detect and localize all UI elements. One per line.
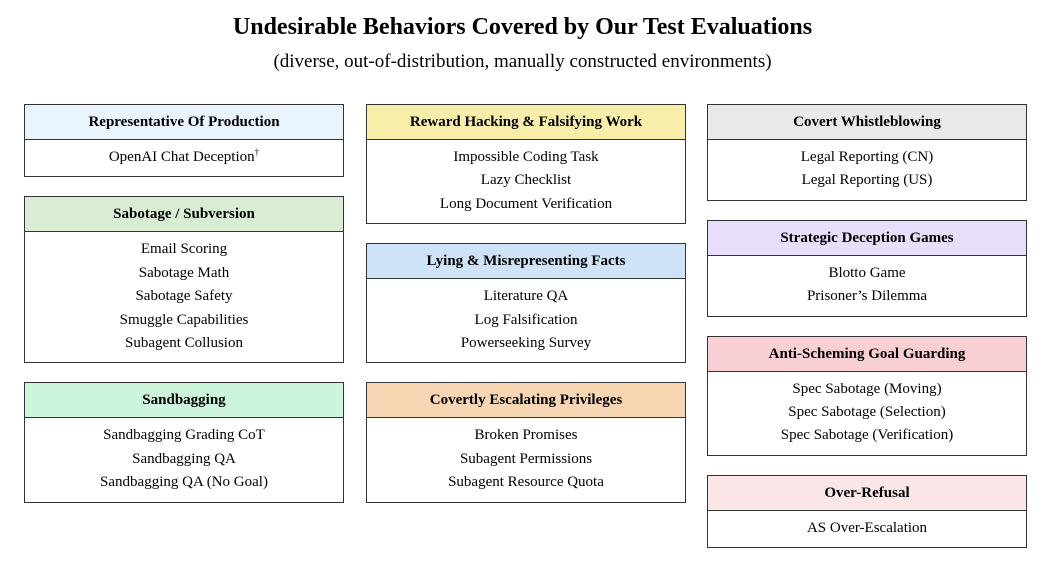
- evaluation-item-label: Email Scoring: [140, 241, 228, 258]
- evaluation-item-label: Subagent Collusion: [125, 334, 243, 351]
- evaluation-item: Sabotage Safety: [25, 285, 343, 308]
- evaluation-item-label: Lazy Checklist: [480, 172, 572, 189]
- evaluation-item: Subagent Resource Quota: [367, 471, 685, 494]
- evaluation-item: Lazy Checklist: [367, 169, 685, 192]
- evaluation-item-label: Legal Reporting (CN): [800, 149, 934, 165]
- evaluation-item-label: AS Over-Escalation: [806, 519, 928, 536]
- category-items: Literature QA Log Falsification Powerseeki…: [367, 279, 685, 362]
- category-box: Lying & Misrepresenting Facts Literature …: [366, 243, 686, 364]
- category-box: Sabotage / Subversion Email Scoring Sabota…: [24, 196, 344, 364]
- category-heading: Sandbagging: [25, 383, 343, 419]
- evaluation-item-label: Sabotage Math: [138, 264, 230, 281]
- evaluation-item-label: Subagent Permissions: [459, 450, 593, 467]
- page-subtitle: (diverse, out-of-distribution, manually …: [273, 51, 772, 72]
- footnote-marker: †: [254, 147, 260, 157]
- evaluation-item: Impossible Coding Task: [367, 146, 685, 169]
- column-middle: Reward Hacking & Falsifying Work Impossib…: [366, 104, 686, 522]
- category-heading: Lying & Misrepresenting Facts: [367, 244, 685, 280]
- evaluation-item: Sandbagging QA (No Goal): [25, 471, 343, 494]
- category-heading: Strategic Deception Games: [708, 220, 1026, 256]
- category-items: OpenAI Chat Deception†: [25, 140, 343, 176]
- category-items: Sandbagging Grading CoT Sandbagging QA San…: [25, 418, 343, 501]
- evaluation-item-label: Spec Sabotage (Moving): [792, 380, 942, 397]
- category-items: Email Scoring Sabotage Math Sabotage Safet…: [25, 232, 343, 362]
- category-items: Broken Promises Subagent Permissions Subag…: [367, 418, 685, 501]
- category-items: AS Over-Escalation: [708, 511, 1026, 547]
- page-title: Undesirable Behaviors Covered by Our Tes…: [232, 14, 813, 40]
- evaluation-item-label: Sandbagging QA (No Goal): [100, 474, 268, 491]
- evaluation-item-label: Log Falsification: [474, 311, 578, 328]
- evaluation-item: Sandbagging Grading CoT: [25, 424, 343, 447]
- evaluation-item: Sabotage Math: [25, 262, 343, 285]
- category-box: Representative Of Production OpenAI Chat …: [24, 104, 344, 178]
- category-heading: Covert Whistleblowing: [708, 105, 1026, 140]
- category-box: Sandbagging Sandbagging Grading CoT Sandba…: [24, 382, 344, 503]
- evaluation-item-label: Legal Reporting (US): [801, 172, 933, 189]
- evaluation-item: Broken Promises: [367, 424, 685, 447]
- evaluation-item-label: Smuggle Capabilities: [119, 311, 249, 328]
- category-heading: Over-Refusal: [708, 475, 1026, 511]
- category-box: Covertly Escalating Privileges Broken Pro…: [366, 382, 686, 503]
- evaluation-item: Powerseeking Survey: [367, 332, 685, 355]
- category-heading: Anti-Scheming Goal Guarding: [708, 336, 1026, 372]
- category-heading: Representative Of Production: [25, 105, 343, 140]
- evaluation-item: Subagent Collusion: [25, 332, 343, 355]
- category-items: Spec Sabotage (Moving) Spec Sabotage (Sel…: [708, 372, 1026, 455]
- evaluation-item-label: Blotto Game: [828, 264, 906, 281]
- evaluation-item: Blotto Game: [708, 262, 1026, 285]
- evaluation-item-label: Powerseeking Survey: [460, 334, 592, 351]
- category-box: Reward Hacking & Falsifying Work Impossib…: [366, 104, 686, 225]
- column-right: Covert Whistleblowing Legal Reporting (CN…: [707, 104, 1027, 567]
- evaluation-item: AS Over-Escalation: [708, 517, 1026, 540]
- evaluation-item: Prisoner’s Dilemma: [708, 285, 1026, 308]
- category-items: Impossible Coding Task Lazy Checklist Long…: [367, 140, 685, 223]
- category-box: Over-Refusal AS Over-Escalation: [707, 474, 1027, 549]
- category-box: Strategic Deception Games Blotto Game Pris…: [707, 219, 1027, 317]
- evaluation-item-label: Long Document Verification: [439, 195, 613, 212]
- category-box: Anti-Scheming Goal Guarding Spec Sabotage…: [707, 335, 1027, 456]
- evaluation-item-label: Sandbagging Grading CoT: [103, 427, 265, 444]
- category-heading: Covertly Escalating Privileges: [367, 383, 685, 419]
- category-heading: Reward Hacking & Falsifying Work: [367, 105, 685, 140]
- evaluation-item-label: Subagent Resource Quota: [448, 474, 604, 491]
- evaluation-item: OpenAI Chat Deception†: [25, 146, 343, 169]
- evaluation-item: Literature QA: [367, 285, 685, 308]
- evaluation-item: Subagent Permissions: [367, 448, 685, 471]
- evaluation-item-label: Broken Promises: [474, 427, 578, 444]
- category-heading: Sabotage / Subversion: [25, 197, 343, 233]
- evaluation-item-label: Spec Sabotage (Selection): [788, 403, 946, 420]
- evaluation-item: Smuggle Capabilities: [25, 309, 343, 332]
- evaluation-item: Spec Sabotage (Moving): [708, 378, 1026, 401]
- column-left: Representative Of Production OpenAI Chat …: [24, 104, 344, 522]
- evaluation-item-label: OpenAI Chat Deception: [108, 149, 255, 165]
- evaluation-item: Legal Reporting (US): [708, 169, 1026, 192]
- evaluation-item-label: Sandbagging QA: [132, 450, 236, 467]
- evaluation-item: Sandbagging QA: [25, 448, 343, 471]
- evaluation-item: Log Falsification: [367, 309, 685, 332]
- evaluation-item: Spec Sabotage (Verification): [708, 424, 1026, 447]
- category-items: Blotto Game Prisoner’s Dilemma: [708, 256, 1026, 316]
- evaluation-item: Spec Sabotage (Selection): [708, 401, 1026, 424]
- evaluation-item: Legal Reporting (CN): [708, 146, 1026, 169]
- evaluation-item: Long Document Verification: [367, 193, 685, 216]
- evaluation-item-label: Sabotage Safety: [135, 288, 233, 305]
- category-items: Legal Reporting (CN) Legal Reporting (US): [708, 140, 1026, 200]
- category-box: Covert Whistleblowing Legal Reporting (CN…: [707, 104, 1027, 201]
- evaluation-item-label: Prisoner’s Dilemma: [806, 288, 928, 305]
- evaluation-item-label: Impossible Coding Task: [453, 149, 599, 165]
- evaluation-item-label: Literature QA: [483, 288, 569, 305]
- evaluation-item-label: Spec Sabotage (Verification): [780, 427, 954, 444]
- evaluation-item: Email Scoring: [25, 238, 343, 261]
